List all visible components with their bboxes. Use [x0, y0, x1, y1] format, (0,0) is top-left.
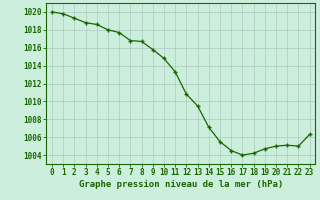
X-axis label: Graphe pression niveau de la mer (hPa): Graphe pression niveau de la mer (hPa)	[79, 180, 283, 189]
